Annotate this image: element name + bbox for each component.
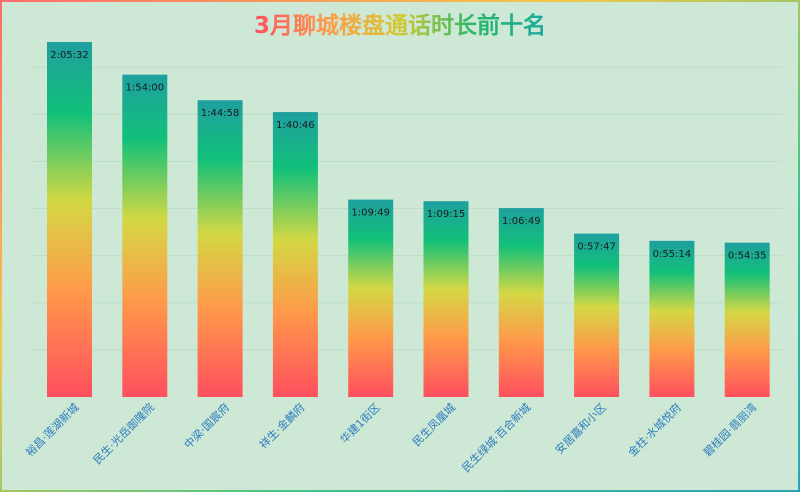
value-label-3: 1:44:58: [201, 108, 240, 119]
bar-9: [649, 240, 695, 397]
category-label-1: 裕昌·莲湖新城: [23, 400, 82, 459]
bar-4: [272, 112, 318, 398]
value-label-4: 1:40:46: [276, 120, 315, 131]
value-label-5: 1:09:49: [351, 208, 390, 219]
value-label-2: 1:54:00: [126, 83, 165, 94]
category-label-6: 民生凤凰城: [409, 400, 458, 449]
bar-1: [47, 42, 92, 397]
chart-title: 3月聊城楼盘通话时长前十名: [254, 12, 546, 39]
category-label-3: 中梁·国宸府: [181, 400, 232, 451]
category-label-7: 民生绿城·百合新城: [459, 400, 534, 475]
value-label-6: 1:09:15: [427, 209, 466, 220]
bar-10: [724, 242, 770, 397]
category-label-2: 民生·光岳御隆院: [90, 400, 157, 467]
bar-3: [197, 100, 243, 397]
bars: [47, 42, 770, 398]
bar-2: [122, 74, 168, 397]
category-label-10: 碧桂园·翡丽湾: [700, 400, 759, 459]
category-label-4: 祥生·金麟府: [256, 400, 307, 451]
bar-8: [574, 233, 620, 397]
category-label-8: 安居嘉和小区: [552, 400, 609, 457]
value-labels: 2:05:32 1:54:00 1:44:58 1:40:46 1:09:49 1:09:…: [50, 50, 766, 262]
bar-6: [423, 201, 469, 397]
value-label-7: 1:06:49: [502, 216, 541, 227]
bar-7: [498, 208, 544, 397]
value-label-10: 0:54:35: [728, 251, 767, 262]
category-label-5: 华建1街区: [337, 400, 383, 446]
category-labels: 裕昌·莲湖新城 民生·光岳御隆院 中梁·国宸府 祥生·金麟府 华建1街区 民生凤凰城 民生绿…: [23, 400, 760, 475]
value-label-9: 0:55:14: [653, 249, 692, 260]
value-label-8: 0:57:47: [577, 242, 616, 253]
value-label-1: 2:05:32: [50, 50, 89, 61]
category-label-9: 金柱·水城悦府: [625, 400, 684, 459]
bar-5: [348, 199, 394, 397]
